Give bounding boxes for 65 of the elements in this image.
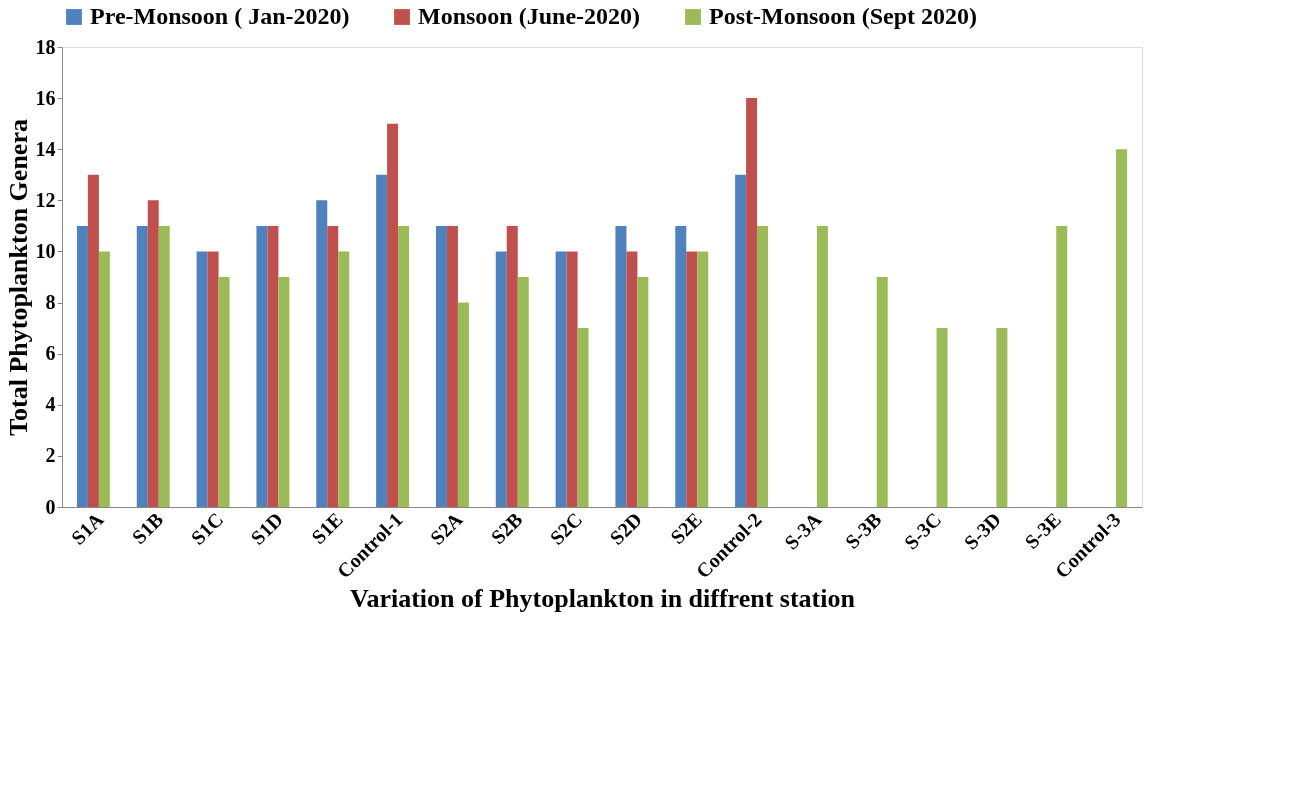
y-axis-title: Total Phytoplankton Genera	[3, 119, 33, 436]
x-tick-label: S1B	[127, 508, 168, 549]
y-tick-label: 12	[35, 188, 56, 211]
bar	[697, 251, 709, 507]
bar	[816, 225, 828, 507]
y-tick-label: 4	[45, 393, 56, 416]
legend-label: Post-Monsoon (Sept 2020)	[709, 3, 977, 29]
x-tick-label: S2D	[605, 508, 647, 549]
bar	[207, 251, 219, 507]
bar	[87, 174, 99, 507]
x-tick-label: S1A	[66, 507, 108, 549]
y-tick-label: 18	[35, 35, 56, 58]
bar	[626, 251, 638, 507]
bar	[1116, 149, 1128, 507]
bar	[735, 174, 747, 507]
bar	[506, 225, 518, 507]
y-tick-label: 2	[45, 444, 56, 467]
bar	[435, 225, 447, 507]
bar	[577, 328, 589, 507]
x-tick-label: S2A	[425, 507, 467, 549]
bar	[316, 200, 328, 507]
y-tick-label: 10	[35, 239, 56, 262]
bar	[136, 225, 148, 507]
bar	[876, 277, 888, 507]
legend-label: Monsoon (June-2020)	[418, 3, 641, 29]
x-tick-label: S2B	[486, 508, 527, 549]
legend-label: Pre-Monsoon ( Jan-2020)	[90, 3, 350, 29]
bar	[327, 225, 339, 507]
bar	[675, 225, 687, 507]
bar	[615, 225, 627, 507]
bar	[76, 225, 88, 507]
bar	[555, 251, 567, 507]
bar	[376, 174, 388, 507]
bar	[457, 302, 469, 507]
bar	[218, 277, 230, 507]
bar	[267, 225, 279, 507]
bar	[196, 251, 208, 507]
bar	[278, 277, 290, 507]
y-tick-label: 16	[35, 86, 56, 109]
bar	[158, 225, 170, 507]
bar	[686, 251, 698, 507]
y-tick-label: 8	[45, 291, 56, 314]
bar	[338, 251, 350, 507]
y-tick-label: 6	[45, 342, 56, 365]
bar	[566, 251, 578, 507]
bar	[996, 328, 1008, 507]
y-tick-label: 14	[35, 137, 56, 160]
bar	[746, 98, 758, 507]
x-axis-title: Variation of Phytoplankton in diffrent station	[350, 584, 856, 614]
bar	[256, 225, 268, 507]
bar	[398, 225, 410, 507]
bar	[517, 277, 529, 507]
bar	[495, 251, 507, 507]
bar	[446, 225, 458, 507]
x-tick-label: S1C	[186, 508, 228, 549]
x-tick-label: S2C	[545, 508, 587, 549]
bar	[147, 200, 159, 507]
bar	[98, 251, 110, 507]
bar	[387, 123, 399, 507]
bar	[757, 225, 769, 507]
bar	[637, 277, 649, 507]
x-tick-label: S1D	[246, 508, 288, 549]
y-tick-label: 0	[45, 495, 56, 518]
bar	[936, 328, 948, 507]
bar	[1056, 225, 1068, 507]
